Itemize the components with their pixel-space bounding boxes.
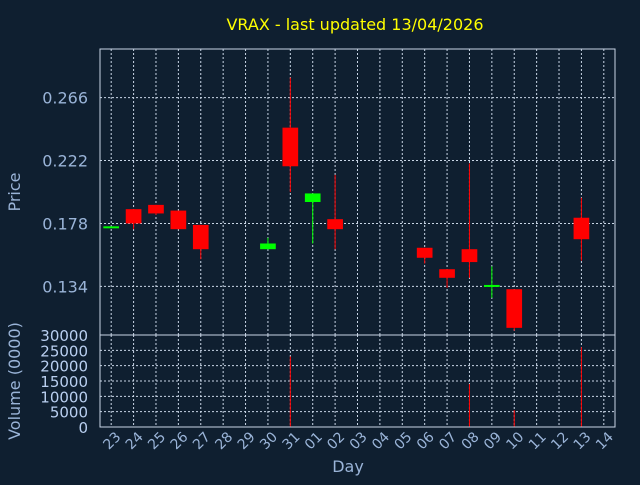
candle-body	[484, 284, 500, 287]
candle-body	[103, 226, 120, 229]
price-axis-label: Price	[5, 172, 24, 211]
candles	[103, 77, 590, 331]
price-y-tick-label: 0.134	[42, 277, 88, 296]
volume-y-tick-label: 10000	[40, 388, 88, 406]
candle-body	[125, 209, 142, 224]
price-y-ticks: 0.134 0.178 0.222 0.266	[42, 89, 88, 297]
candle-body	[260, 243, 276, 250]
x-axis-label: Day	[332, 457, 364, 476]
volume-y-tick-label: 15000	[40, 373, 88, 391]
x-ticks: 2324252627282930310102030405060708091011…	[100, 429, 617, 453]
volume-y-tick-label: 25000	[40, 342, 88, 360]
price-y-tick-label: 0.266	[42, 89, 88, 108]
price-y-tick-label: 0.178	[42, 214, 88, 233]
candle-body	[192, 224, 209, 250]
volume-y-tick-label: 30000	[40, 327, 88, 345]
volume-y-tick-label: 5000	[50, 404, 88, 422]
candle-body	[170, 210, 187, 230]
candle-body	[439, 269, 455, 278]
candle-body	[148, 204, 164, 214]
volume-axis-label: Volume (0000)	[5, 322, 24, 440]
volume-bars	[289, 347, 582, 427]
candle-body	[506, 289, 523, 328]
candle-body	[282, 127, 299, 167]
candle-body	[304, 193, 321, 203]
chart-title: VRAX - last updated 13/04/2026	[226, 15, 483, 34]
volume-plot-frame	[99, 334, 616, 428]
candle-body	[461, 249, 478, 263]
price-y-tick-label: 0.222	[42, 152, 88, 171]
candle-body	[327, 219, 343, 230]
volume-y-tick-label: 20000	[40, 358, 88, 376]
candle-body	[416, 247, 433, 258]
volume-y-tick-label: 0	[78, 419, 88, 437]
candle-body	[573, 217, 590, 240]
